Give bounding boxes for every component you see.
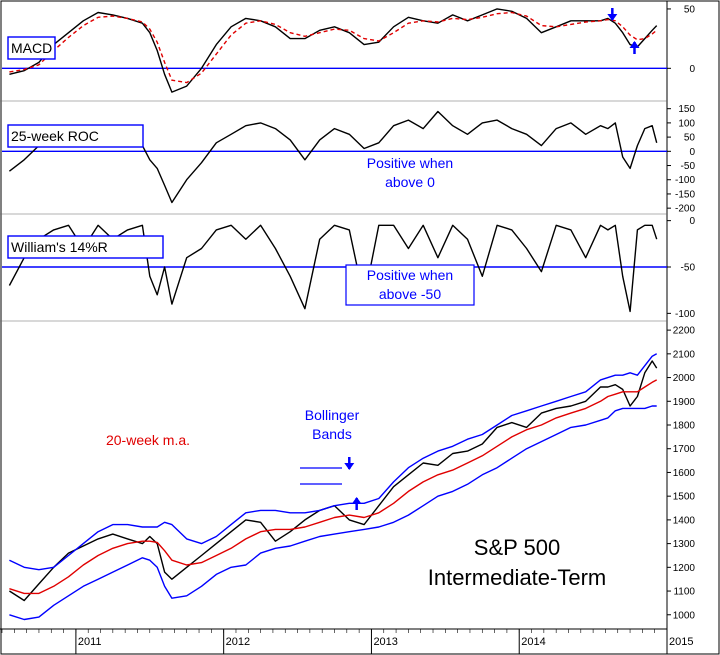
annotation-arrowhead — [351, 497, 362, 504]
annotation-text: above 0 — [385, 174, 435, 190]
series-line-3-1 — [9, 379, 658, 595]
annotation-text: Bands — [312, 426, 352, 442]
annotation-text: 20-week m.a. — [106, 432, 190, 448]
y-tick-label: -200 — [675, 204, 695, 215]
panel-title: 25-week ROC — [11, 128, 99, 144]
panel-title: William's 14%R — [11, 239, 108, 255]
y-tick-label: -100 — [675, 175, 695, 186]
x-tick-label: 2011 — [78, 636, 102, 648]
y-tick-label: 1600 — [673, 468, 696, 479]
y-tick-label: 50 — [684, 4, 696, 15]
y-tick-label: -50 — [681, 161, 696, 172]
y-tick-label: 2000 — [673, 373, 696, 384]
y-tick-label: 1000 — [673, 610, 696, 621]
chart-subtitle: Intermediate-Term — [428, 565, 607, 590]
x-tick-label: 2014 — [521, 636, 545, 648]
y-tick-label: 50 — [684, 133, 696, 144]
y-tick-label: 1300 — [673, 539, 696, 550]
y-tick-label: -50 — [681, 263, 696, 274]
y-tick-label: 1500 — [673, 492, 696, 503]
y-tick-label: 1100 — [673, 587, 695, 598]
y-tick-label: 1900 — [673, 397, 696, 408]
y-tick-label: -100 — [675, 309, 695, 320]
series-line-3-2 — [9, 353, 658, 571]
x-tick-label: 2015 — [669, 636, 693, 648]
series-line-3-0 — [9, 360, 658, 602]
y-tick-label: 2100 — [673, 349, 696, 360]
x-tick-label: 2012 — [226, 636, 250, 648]
panel-title-box — [7, 124, 144, 148]
annotation-arrowhead — [344, 463, 355, 470]
y-tick-label: 1400 — [673, 515, 696, 526]
panel-title: MACD — [11, 40, 52, 56]
series-line-2-0 — [8, 224, 658, 313]
annotation-text: Bollinger — [305, 407, 360, 423]
panel-title-box — [7, 235, 164, 259]
annotation-text: Positive when — [367, 155, 453, 171]
y-tick-label: 150 — [678, 104, 695, 115]
y-tick-label: 1700 — [673, 444, 696, 455]
x-tick-label: 2013 — [373, 636, 397, 648]
panel-title-box — [7, 36, 56, 60]
y-tick-label: 100 — [678, 118, 695, 129]
y-tick-label: 1800 — [673, 421, 696, 432]
annotation-text: above -50 — [379, 286, 441, 302]
annotation-box — [345, 264, 475, 306]
y-tick-label: 0 — [689, 147, 695, 158]
series-line-0-1 — [9, 11, 658, 84]
annotation-arrowhead — [607, 14, 618, 21]
annotation-arrowhead — [629, 41, 640, 48]
y-tick-label: -150 — [675, 189, 695, 200]
y-tick-label: 2200 — [673, 326, 696, 337]
y-tick-label: 0 — [689, 216, 695, 227]
y-tick-label: 1200 — [673, 563, 696, 574]
series-line-3-3 — [9, 405, 657, 621]
series-line-0-0 — [9, 8, 658, 93]
annotation-text: Positive when — [367, 267, 453, 283]
chart-title: S&P 500 — [474, 535, 560, 560]
y-tick-label: 0 — [689, 64, 695, 75]
